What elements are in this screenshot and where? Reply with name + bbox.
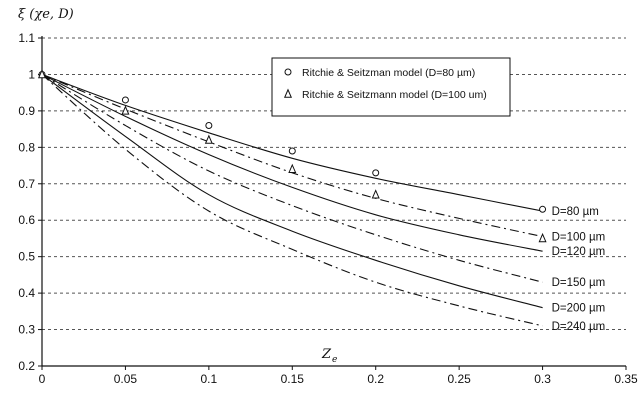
y-tick-label: 1: [28, 67, 35, 81]
circle-marker: [539, 205, 547, 213]
legend-box: [271, 57, 511, 117]
circle-marker: [288, 147, 296, 155]
triangle-marker: [204, 134, 213, 144]
circle-marker: [121, 96, 129, 104]
x-tick-label: 0.25: [447, 372, 471, 386]
y-tick-label: 0.5: [18, 250, 35, 264]
circle-marker: [372, 169, 380, 177]
curve-labels: D=80 µm D=100 µm D=120 µm D=150 µm D=200 µm D…: [552, 206, 606, 333]
x-axis-title-subscript: e: [332, 355, 337, 365]
legend: Ritchie & Seitzman model (D=80 µm) Ritchi…: [271, 57, 511, 117]
triangle-marker: [538, 232, 547, 243]
series-line-5: [41, 73, 543, 309]
series-line-6: [41, 73, 543, 327]
y-tick-label: 0.8: [18, 140, 35, 154]
triangle-marker: [121, 105, 130, 115]
y-tick-label: 0.4: [18, 286, 35, 300]
series-line-3: [41, 73, 543, 252]
triangle-marker: [283, 88, 293, 98]
series-line-4: [41, 73, 543, 283]
triangle-marker: [371, 189, 380, 199]
x-tick-label: 0.1: [201, 372, 218, 386]
x-tick-label: 0.15: [281, 372, 305, 386]
y-tick-label: 0.3: [18, 323, 35, 337]
axes: 0.2 0.3 0.4 0.5 0.6 0.7 0.8 0.9 1 1.1 0 0.05 0.1 0.15…: [18, 31, 638, 386]
curve-label: D=200 µm: [552, 303, 606, 315]
triangle-marker: [37, 68, 47, 79]
y-tick-label: 0.7: [18, 177, 35, 191]
curve-label: D=80 µm: [552, 206, 599, 218]
y-tick-label: 0.6: [18, 213, 35, 227]
circle-marker: [284, 68, 292, 76]
triangle-marker: [288, 163, 297, 173]
data-markers: [37, 68, 547, 243]
x-tick-label: 0.35: [614, 372, 638, 386]
x-tick-label: 0: [39, 372, 46, 386]
x-tick-label: 0.3: [534, 372, 551, 386]
series-line-1: [41, 73, 543, 212]
curve-label: D=120 µm: [552, 246, 606, 258]
y-tick-label: 0.9: [18, 104, 35, 118]
curve-label: D=100 µm: [552, 232, 606, 244]
curve-label: D=240 µm: [552, 321, 606, 333]
curve-label: D=150 µm: [552, 277, 606, 289]
legend-entry-label: Ritchie & Seitzman model (D=80 µm): [302, 67, 475, 79]
circle-marker: [205, 121, 213, 129]
x-tick-label: 0.2: [367, 372, 384, 386]
y-tick-label: 1.1: [18, 31, 35, 45]
grid: [42, 37, 626, 331]
y-tick-label: 0.2: [18, 359, 35, 373]
legend-entry-label: Ritchie & Seitzmann model (D=100 um): [302, 89, 487, 101]
y-axis-title: ξ (χe, D): [18, 7, 74, 22]
x-tick-label: 0.05: [114, 372, 138, 386]
x-axis-title: Z: [321, 347, 332, 362]
